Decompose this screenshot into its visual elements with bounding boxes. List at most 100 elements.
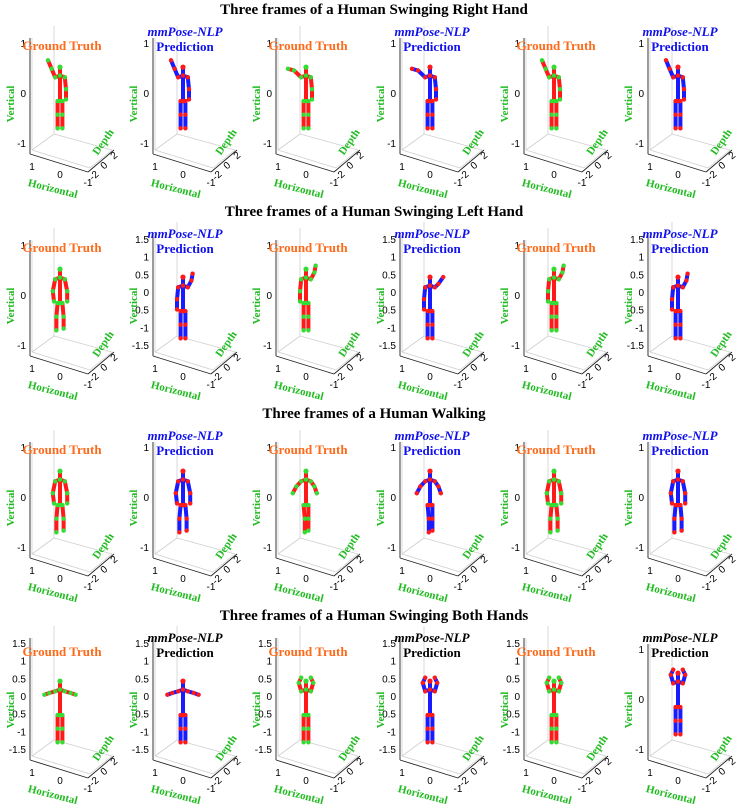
z-tick-label: -1 bbox=[387, 139, 396, 150]
pose-3d-plot: 1.510.50-0.5-1-1.510-1-202VerticalHorizo… bbox=[128, 626, 243, 807]
joint bbox=[51, 299, 57, 304]
vertical-axis-label: Vertical bbox=[375, 490, 387, 527]
horizontal-axis-label: Horizontal bbox=[397, 783, 449, 807]
joint bbox=[306, 516, 311, 521]
joint bbox=[62, 277, 67, 282]
horizontal-axis-label: Horizontal bbox=[645, 379, 697, 403]
prediction-panel: 1 0 -1 1 0 -1 -2 0 2 Vertical Horizontal Depth mmPos… bbox=[620, 426, 740, 605]
joint bbox=[303, 64, 309, 70]
joint bbox=[432, 675, 437, 680]
figure-row: Three frames of a Human Walking 1 0 -1 1 0 -1 -… bbox=[0, 406, 748, 606]
joint bbox=[554, 126, 559, 131]
z-tick-label: 0 bbox=[390, 89, 396, 100]
prediction-panel: 1.5 1 0.5 0 -0.5 -1 -1.5 1 0 -1 -2 0 2 Vertical Horizo… bbox=[125, 626, 245, 807]
x-tick-label: 1 bbox=[275, 566, 281, 577]
row-title: Three frames of a Human Swinging Right H… bbox=[220, 2, 528, 18]
bone bbox=[672, 503, 678, 521]
y-tick-label: 2 bbox=[727, 756, 739, 768]
model-name: mmPose-NLP bbox=[394, 24, 470, 39]
y-tick-label: 2 bbox=[355, 756, 367, 768]
joint bbox=[673, 732, 678, 737]
z-tick-label: 0 bbox=[390, 692, 396, 703]
x-tick-label: 1 bbox=[523, 768, 529, 779]
joint bbox=[53, 479, 58, 484]
skeleton bbox=[663, 58, 687, 131]
x-tick-label: 1 bbox=[399, 768, 405, 779]
joint bbox=[680, 681, 685, 686]
joint bbox=[560, 270, 565, 275]
z-tick-label: 0 bbox=[20, 291, 26, 302]
z-tick-label: -1.5 bbox=[9, 745, 27, 756]
joint bbox=[681, 87, 687, 92]
x-tick-label: -1 bbox=[207, 178, 216, 189]
ground-truth-title: Ground Truth bbox=[516, 644, 596, 659]
vertical-axis-label: Vertical bbox=[375, 692, 387, 729]
joint bbox=[180, 73, 186, 78]
joint bbox=[547, 75, 552, 80]
x-tick-label: -1 bbox=[702, 784, 711, 795]
z-tick-label: 0 bbox=[143, 288, 149, 299]
joint bbox=[306, 328, 311, 333]
horizontal-axis-label: Horizontal bbox=[273, 581, 325, 605]
joint bbox=[308, 75, 313, 80]
prediction-label: Prediction bbox=[156, 241, 214, 256]
joint bbox=[60, 502, 65, 508]
joint bbox=[180, 283, 186, 288]
prediction-title: mmPose-NLP Prediction bbox=[620, 24, 740, 54]
joint bbox=[60, 740, 65, 745]
joint bbox=[285, 66, 291, 71]
ground-truth-panel: 1 0 -1 1 0 -1 -2 0 2 Vertical Horizontal Depth Groun… bbox=[2, 426, 122, 605]
joint bbox=[554, 740, 559, 745]
z-tick-label: 1 bbox=[514, 443, 520, 454]
y-tick-label: 0 bbox=[345, 362, 357, 374]
z-tick-label: 1.5 bbox=[630, 235, 644, 246]
row-title: Three frames of a Human Walking bbox=[262, 406, 486, 422]
joint bbox=[49, 66, 54, 71]
prediction-label: Prediction bbox=[403, 645, 461, 660]
z-tick-label: -1 bbox=[263, 139, 272, 150]
prediction-title: mmPose-NLP Prediction bbox=[125, 428, 245, 458]
ground-truth-title: Ground Truth bbox=[22, 38, 102, 53]
joint bbox=[547, 479, 552, 484]
joint bbox=[60, 98, 65, 104]
vertical-axis-label: Vertical bbox=[499, 490, 511, 527]
z-tick-label: 0 bbox=[638, 695, 644, 706]
y-tick-label: 0 bbox=[717, 766, 729, 778]
joint bbox=[303, 73, 309, 78]
ground-truth-panel: 1.5 1 0.5 0 -0.5 -1 -1.5 1 0 -1 -2 0 2 Vertical Horizo… bbox=[2, 626, 122, 807]
ground-truth-title: Ground Truth bbox=[516, 442, 596, 457]
joint bbox=[61, 528, 66, 533]
joint bbox=[551, 266, 557, 272]
model-name: mmPose-NLP bbox=[642, 428, 718, 443]
joint bbox=[549, 314, 554, 319]
z-tick-label: 1 bbox=[390, 39, 396, 50]
joint bbox=[678, 308, 683, 314]
joint bbox=[183, 712, 188, 718]
prediction-panel: 1 0 -1 1 0 -1 -2 0 2 Vertical Horizontal Depth mmPos… bbox=[125, 22, 245, 201]
joint bbox=[675, 64, 681, 70]
joint bbox=[183, 98, 188, 104]
y-tick-label: 2 bbox=[355, 150, 367, 162]
z-tick-label: 0 bbox=[638, 89, 644, 100]
joint bbox=[57, 275, 63, 280]
vertical-axis-label: Vertical bbox=[251, 288, 263, 325]
joint bbox=[60, 712, 65, 718]
prediction-panel: 1.5 1 0.5 0 -0.5 -1 -1.5 1 0 -1 -2 0 2 Vertical Horizo… bbox=[620, 222, 740, 403]
y-tick-label: 2 bbox=[479, 352, 491, 364]
joint bbox=[45, 58, 51, 63]
joint bbox=[427, 283, 433, 288]
y-tick-label: 2 bbox=[232, 150, 244, 162]
horizontal-axis-label: Horizontal bbox=[27, 581, 79, 605]
joint bbox=[425, 126, 430, 131]
y-tick-label: 2 bbox=[355, 352, 367, 364]
joint bbox=[63, 97, 69, 102]
joint bbox=[178, 740, 183, 745]
joint bbox=[299, 75, 304, 80]
prediction-label: Prediction bbox=[403, 241, 461, 256]
z-tick-label: 0 bbox=[514, 493, 520, 504]
z-tick-label: 1 bbox=[638, 39, 644, 50]
x-tick-label: 1 bbox=[647, 364, 653, 375]
